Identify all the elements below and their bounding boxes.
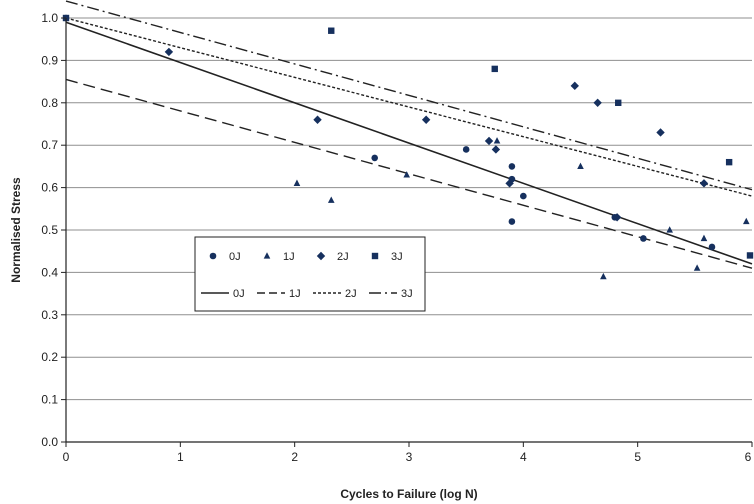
data-point-0j xyxy=(520,192,527,200)
data-point-0j xyxy=(371,154,379,162)
data-point-3j xyxy=(746,252,754,259)
gridlines xyxy=(66,17,752,401)
data-point-3j xyxy=(491,65,498,73)
legend-label: 1J xyxy=(283,251,295,263)
fit-line-2j xyxy=(65,17,753,197)
x-tick-label: 1 xyxy=(177,450,184,464)
y-tick-label: 0.1 xyxy=(41,393,58,407)
x-axis-title: Cycles to Failure (log N) xyxy=(340,487,477,501)
axes xyxy=(61,17,753,447)
data-point-1j xyxy=(493,137,501,144)
data-point-1j xyxy=(403,171,411,178)
legend-label: 3J xyxy=(391,251,403,263)
data-point-2j xyxy=(491,145,501,154)
data-points xyxy=(62,14,754,280)
y-tick-label: 0.0 xyxy=(41,435,58,449)
y-tick-label: 0.5 xyxy=(41,223,58,237)
data-point-2j xyxy=(313,115,322,124)
y-tick-label: 0.3 xyxy=(41,308,58,322)
fit-line-0j xyxy=(65,21,753,265)
y-tick-label: 0.7 xyxy=(41,138,58,152)
data-point-2j xyxy=(593,98,602,107)
y-tick-label: 0.9 xyxy=(41,53,58,67)
data-point-2j xyxy=(164,47,174,57)
fit-line-1j xyxy=(65,78,753,269)
legend-marker-1j xyxy=(263,252,271,259)
data-point-3j xyxy=(328,27,335,34)
data-point-1j xyxy=(577,162,584,169)
data-point-2j xyxy=(570,81,579,91)
y-axis-title: Normalised Stress xyxy=(9,177,23,283)
x-tick-label: 4 xyxy=(520,450,527,464)
data-point-0j xyxy=(640,235,647,242)
x-tick-label: 2 xyxy=(291,450,298,464)
data-point-2j xyxy=(699,179,709,188)
x-tick-labels: 0 1 2 3 4 5 6 xyxy=(63,450,752,464)
data-point-2j xyxy=(421,115,431,124)
data-point-3j xyxy=(725,158,733,166)
legend-label: 3J xyxy=(401,288,413,300)
legend: 0J 1J 2J 3J 0J 1J 2J 3J xyxy=(194,236,426,312)
data-point-1j xyxy=(666,226,673,233)
data-point-0j xyxy=(708,243,716,251)
y-tick-label: 0.4 xyxy=(41,265,58,279)
legend-marker-2j xyxy=(316,251,326,261)
legend-label: 1J xyxy=(289,288,301,300)
x-tick-label: 0 xyxy=(63,450,70,464)
data-point-0j xyxy=(462,146,470,153)
y-tick-label: 0.6 xyxy=(41,181,58,195)
fit-lines xyxy=(65,0,753,269)
fit-line-3j xyxy=(65,0,753,191)
data-point-1j xyxy=(693,264,701,271)
legend-marker-0j xyxy=(209,252,217,260)
y-tick-label: 0.8 xyxy=(41,96,58,110)
data-point-2j xyxy=(656,128,665,137)
data-point-3j xyxy=(615,99,622,106)
data-point-2j xyxy=(505,179,514,188)
legend-marker-3j xyxy=(371,252,379,260)
data-point-1j xyxy=(293,179,301,186)
data-point-0j xyxy=(508,218,516,225)
data-point-1j xyxy=(600,272,607,280)
legend-label: 0J xyxy=(233,288,245,300)
x-tick-label: 3 xyxy=(406,450,413,464)
data-point-2j xyxy=(484,136,494,146)
data-point-1j xyxy=(700,234,708,242)
y-tick-label: 1.0 xyxy=(41,11,58,25)
data-point-2j xyxy=(612,213,622,222)
x-tick-label: 6 xyxy=(745,450,752,464)
y-tick-labels: 0.0 0.1 0.2 0.3 0.4 0.5 0.6 0.7 0.8 0.9 1.0 xyxy=(41,11,58,449)
data-point-0j xyxy=(508,163,516,170)
legend-label: 2J xyxy=(337,251,349,263)
y-tick-label: 0.2 xyxy=(41,350,58,364)
data-point-1j xyxy=(742,217,750,225)
legend-label: 0J xyxy=(229,251,241,263)
data-point-1j xyxy=(327,196,335,203)
x-tick-label: 5 xyxy=(634,450,641,464)
legend-box xyxy=(194,236,426,312)
legend-label: 2J xyxy=(345,288,357,300)
